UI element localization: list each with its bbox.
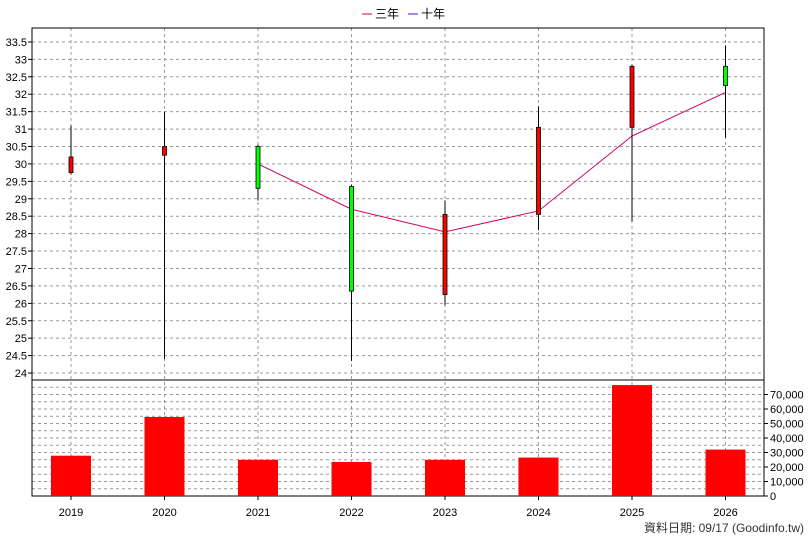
- y-tick-label: 27: [15, 263, 27, 275]
- y-tick-label: 30.5: [6, 141, 27, 153]
- volume-bar: [518, 457, 559, 496]
- volume-bar: [144, 416, 185, 496]
- y-tick-label: 28.5: [6, 211, 27, 223]
- x-tick-label: 2020: [152, 507, 176, 519]
- x-tick-label: 2023: [433, 507, 457, 519]
- x-tick-label: 2024: [526, 507, 550, 519]
- series-line-three-year: [257, 92, 726, 233]
- volume-bar: [51, 455, 91, 496]
- y-tick-label: 33.5: [6, 37, 27, 49]
- y-tick-label: 24: [15, 368, 27, 380]
- y-tick-label: 29.5: [6, 176, 27, 188]
- x-tick-label: 2025: [620, 507, 644, 519]
- y2-tick-label: 30,000: [770, 448, 804, 460]
- y2-tick-label: 40,000: [770, 433, 804, 445]
- y-tick-label: 24.5: [6, 351, 27, 363]
- legend-label: 十年: [421, 7, 445, 21]
- x-tick-label: 2022: [339, 507, 363, 519]
- price-panel-frame: [31, 27, 765, 381]
- y-tick-label: 31: [15, 124, 27, 136]
- grid-lines: [28, 28, 768, 497]
- y-tick-label: 32.5: [6, 72, 27, 84]
- x-tick-label: 2026: [713, 507, 737, 519]
- y-tick-label: 26: [15, 298, 27, 310]
- volume-bar: [238, 459, 278, 496]
- y-tick-label: 28: [15, 229, 27, 241]
- candle-body: [442, 214, 448, 296]
- candle-body: [723, 65, 728, 86]
- y2-tick-label: 50,000: [770, 419, 804, 431]
- candle-body: [68, 156, 74, 174]
- candle-body: [536, 126, 541, 215]
- volume-bar: [425, 459, 465, 496]
- y2-tick-label: 60,000: [770, 404, 804, 416]
- y-tick-label: 29: [15, 194, 27, 206]
- y-tick-label: 32: [15, 89, 27, 101]
- candle-body: [162, 146, 167, 156]
- x-tick-label: 2019: [59, 507, 83, 519]
- y-tick-label: 30: [15, 159, 27, 171]
- volume-bar: [705, 449, 746, 496]
- candle-body: [629, 65, 635, 128]
- x-tick-label: 2021: [246, 507, 270, 519]
- y2-tick-label: 10,000: [770, 477, 804, 489]
- volume-bar: [331, 461, 372, 496]
- y2-tick-label: 0: [770, 491, 776, 503]
- volume-panel-frame: [31, 379, 765, 497]
- y2-tick-label: 70,000: [770, 390, 804, 402]
- candle-body: [349, 186, 354, 292]
- y-tick-label: 25.5: [6, 316, 27, 328]
- y-tick-label: 31.5: [6, 107, 27, 119]
- y-tick-label: 33: [15, 54, 27, 66]
- candle-body: [255, 146, 261, 189]
- y-tick-label: 25: [15, 333, 27, 345]
- y-tick-label: 27.5: [6, 246, 27, 258]
- legend-label: 三年: [375, 7, 399, 21]
- source-footer: 資料日期: 09/17 (Goodinfo.tw): [644, 521, 804, 535]
- y-tick-label: 26.5: [6, 281, 27, 293]
- y2-tick-label: 20,000: [770, 462, 804, 474]
- volume-bar: [612, 385, 652, 496]
